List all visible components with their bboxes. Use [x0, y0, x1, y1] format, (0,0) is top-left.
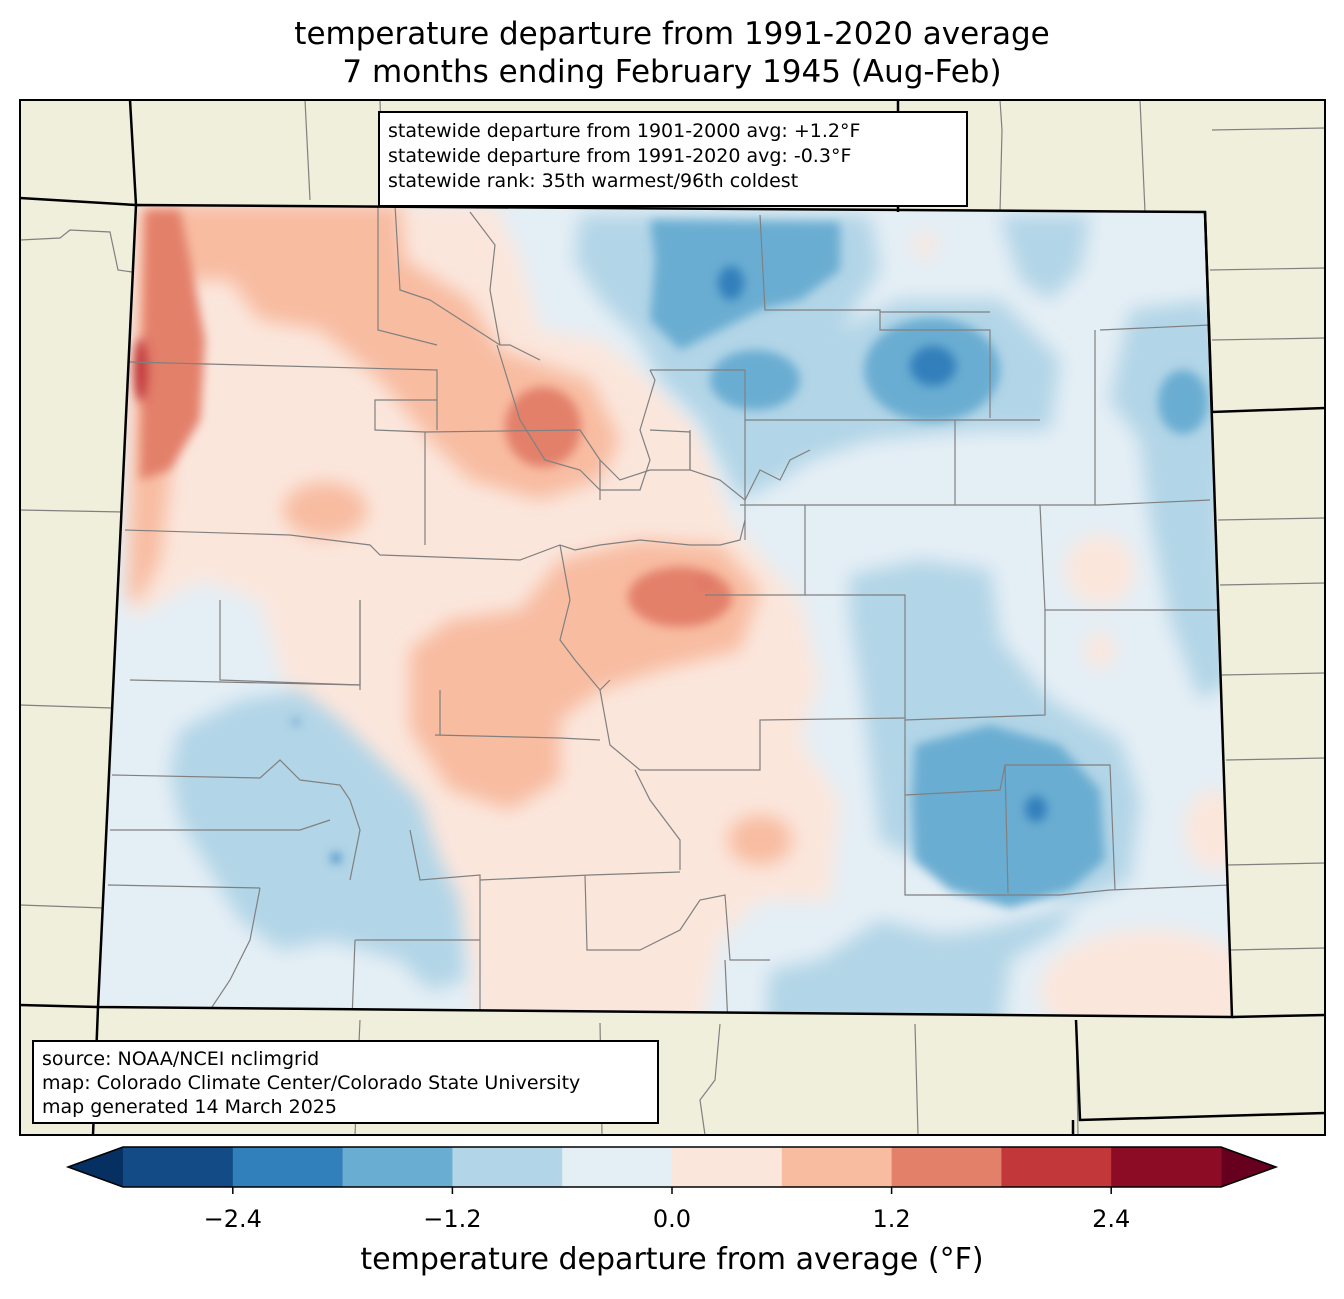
colorbar-tick-label: −1.2 — [423, 1205, 482, 1233]
colorbar-bin — [781, 1147, 893, 1187]
map-title-line2: 7 months ending February 1945 (Aug-Feb) — [342, 54, 1002, 90]
field-cool-layer-neg1.2 — [650, 220, 1208, 908]
map-credit-line: map: Colorado Climate Center/Colorado St… — [42, 1072, 581, 1094]
colorbar-tick-label: −2.4 — [203, 1205, 262, 1233]
colorbar-bin — [123, 1147, 234, 1187]
colorbar-bin — [452, 1147, 563, 1187]
colorbar-tick-label: 0.0 — [652, 1205, 692, 1233]
colorbar-tick-label: 2.4 — [1092, 1205, 1131, 1233]
colorbar-label: temperature departure from average (°F) — [360, 1242, 984, 1277]
field-warm-layer-2.4 — [134, 338, 707, 584]
stats-line-1991-2020: statewide departure from 1991-2020 avg: … — [388, 145, 852, 167]
county-borders — [107, 205, 1231, 1017]
colorbar — [65, 1146, 1279, 1194]
source-line: source: NOAA/NCEI nclimgrid — [42, 1048, 320, 1070]
colorbar-bin — [562, 1147, 673, 1187]
colorbar-bin — [672, 1147, 783, 1187]
field-warm-layer-1.8 — [140, 210, 732, 627]
stats-line-rank: statewide rank: 35th warmest/96th coldes… — [388, 170, 799, 192]
stats-line-1901-2000: statewide departure from 1901-2000 avg: … — [388, 120, 861, 142]
map-title-line1: temperature departure from 1991-2020 ave… — [294, 16, 1050, 52]
colorbar-bin — [342, 1147, 453, 1187]
colorbar-bin — [1111, 1147, 1222, 1187]
colorbar-bin — [1001, 1147, 1112, 1187]
source-box: source: NOAA/NCEI nclimgrid map: Colorad… — [32, 1040, 659, 1124]
map-frame-border — [19, 99, 1326, 1136]
colorbar-extend-over — [1221, 1147, 1276, 1187]
colorbar-extend-under — [68, 1147, 123, 1187]
colorbar-bin — [232, 1147, 344, 1187]
colorbar-tick-label: 1.2 — [872, 1205, 911, 1233]
generated-date-line: map generated 14 March 2025 — [42, 1096, 337, 1118]
field-cool-layer-neg1.8 — [293, 266, 1047, 863]
temperature-field — [98, 205, 1232, 1017]
colorbar-bin — [891, 1147, 1002, 1187]
state-borders — [19, 99, 1326, 1136]
statewide-stats-box: statewide departure from 1901-2000 avg: … — [378, 111, 968, 207]
colorbar-outline — [65, 1146, 1279, 1188]
